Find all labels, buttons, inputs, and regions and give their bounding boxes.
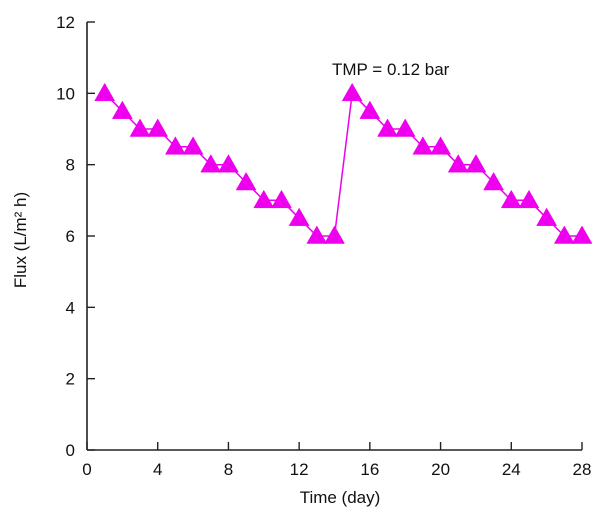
x-axis-title: Time (day) bbox=[300, 488, 381, 507]
data-point-marker bbox=[483, 171, 505, 191]
y-tick-label: 8 bbox=[66, 156, 75, 175]
x-tick-label: 8 bbox=[224, 460, 233, 479]
data-point-marker bbox=[571, 225, 593, 244]
data-point-marker bbox=[94, 82, 116, 102]
x-tick-label: 12 bbox=[290, 460, 309, 479]
data-point-marker bbox=[217, 154, 239, 173]
x-tick-label: 24 bbox=[502, 460, 521, 479]
data-point-marker bbox=[271, 189, 292, 209]
data-point-marker bbox=[306, 225, 328, 244]
y-tick-label: 10 bbox=[56, 84, 75, 103]
y-tick-label: 0 bbox=[66, 441, 75, 460]
data-point-marker bbox=[377, 118, 398, 137]
series-line bbox=[104, 91, 582, 237]
x-tick-label: 4 bbox=[153, 460, 162, 479]
data-point-marker bbox=[341, 82, 363, 102]
x-tick-label: 0 bbox=[82, 460, 91, 479]
data-point-marker bbox=[147, 118, 169, 137]
data-point-marker bbox=[164, 136, 186, 155]
y-tick-label: 12 bbox=[56, 13, 75, 32]
data-point-marker bbox=[253, 189, 275, 209]
data-point-marker bbox=[359, 100, 381, 119]
data-point-marker bbox=[288, 207, 310, 226]
x-tick-label: 16 bbox=[360, 460, 379, 479]
y-tick-label: 4 bbox=[66, 298, 75, 317]
data-point-marker bbox=[200, 154, 222, 173]
series-markers bbox=[94, 82, 593, 244]
x-tick-label: 20 bbox=[431, 460, 450, 479]
y-axis-title: Flux (L/m² h) bbox=[11, 192, 30, 288]
data-point-marker bbox=[324, 225, 345, 244]
data-point-marker bbox=[394, 118, 416, 137]
tmp-annotation: TMP = 0.12 bar bbox=[332, 60, 450, 79]
data-point-marker bbox=[129, 118, 151, 137]
flux-line bbox=[104, 91, 582, 237]
x-tick-label: 28 bbox=[573, 460, 592, 479]
data-point-marker bbox=[412, 136, 434, 155]
data-point-marker bbox=[111, 100, 133, 119]
data-point-marker bbox=[500, 189, 522, 209]
y-tick-label: 2 bbox=[66, 370, 75, 389]
data-point-marker bbox=[465, 154, 487, 173]
data-point-marker bbox=[447, 154, 469, 173]
data-point-marker bbox=[536, 207, 558, 226]
data-point-marker bbox=[553, 225, 575, 244]
data-point-marker bbox=[518, 189, 540, 209]
data-point-marker bbox=[235, 171, 257, 191]
data-point-marker bbox=[430, 136, 452, 155]
y-tick-label: 6 bbox=[66, 227, 75, 246]
data-point-marker bbox=[182, 136, 204, 155]
